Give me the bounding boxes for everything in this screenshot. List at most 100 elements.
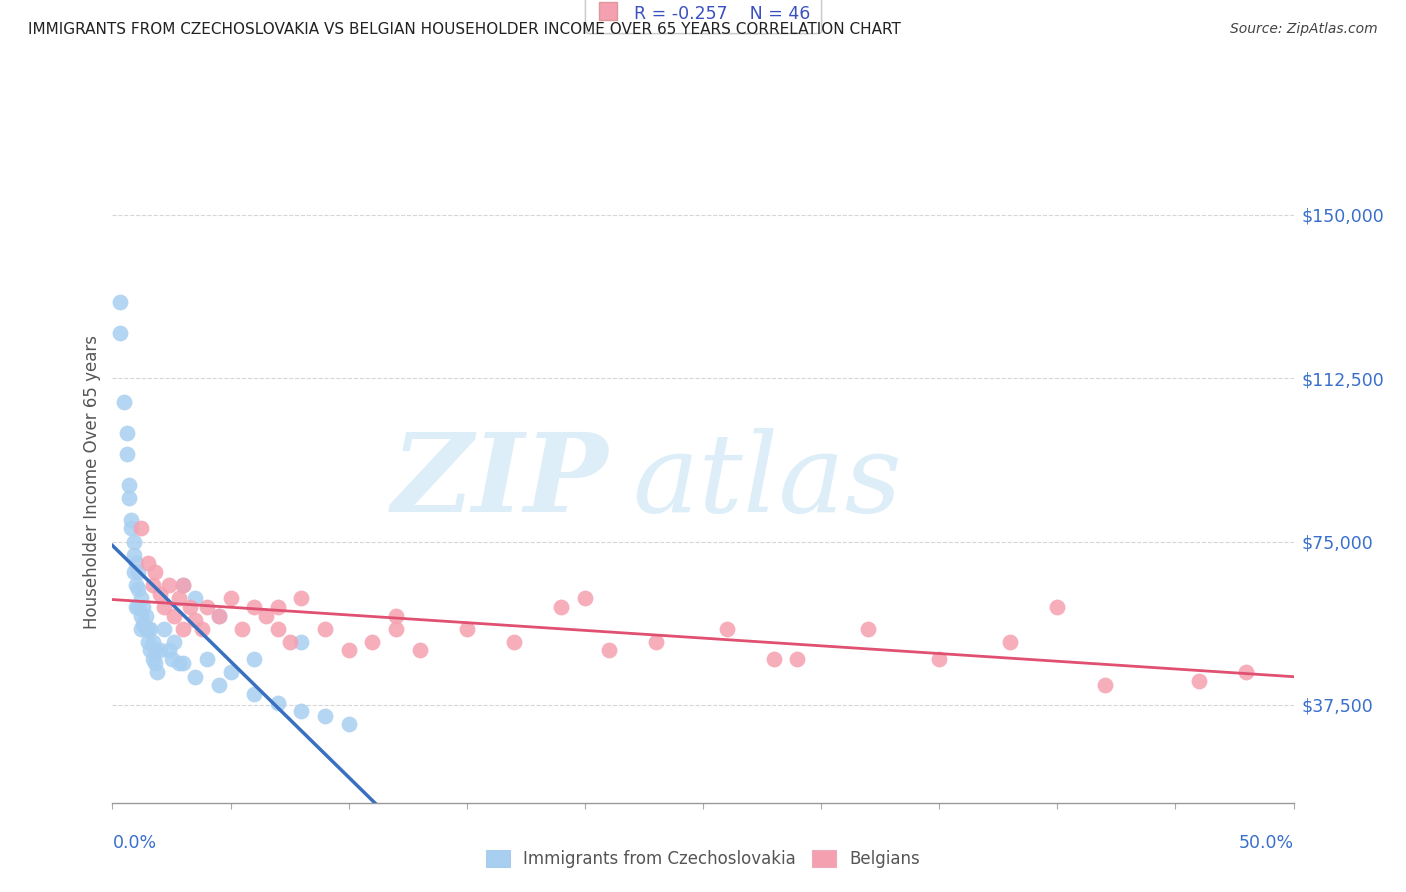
Point: [184, 591, 207, 606]
Point: [408, 643, 430, 657]
Point: [143, 643, 166, 657]
Point: [136, 634, 159, 648]
Point: [858, 622, 880, 636]
Point: [290, 591, 312, 606]
Point: [129, 608, 152, 623]
Point: [157, 643, 180, 657]
Point: [195, 599, 218, 614]
Point: [122, 565, 145, 579]
Point: [716, 622, 738, 636]
Point: [231, 622, 253, 636]
Point: [290, 634, 312, 648]
Point: [1094, 678, 1116, 692]
Point: [122, 534, 145, 549]
Point: [762, 652, 785, 666]
Point: [267, 599, 290, 614]
Point: [385, 622, 408, 636]
Point: [127, 599, 149, 614]
Point: [172, 657, 194, 671]
Point: [160, 652, 183, 666]
Point: [208, 608, 231, 623]
Point: [163, 608, 186, 623]
Point: [120, 513, 142, 527]
Point: [456, 622, 478, 636]
Text: ZIP: ZIP: [392, 428, 609, 535]
Point: [157, 578, 180, 592]
Point: [644, 634, 666, 648]
Point: [167, 657, 190, 671]
Point: [337, 643, 360, 657]
Point: [153, 599, 176, 614]
Point: [1234, 665, 1257, 680]
Point: [132, 599, 155, 614]
Point: [191, 622, 214, 636]
Point: [118, 478, 141, 492]
Point: [1046, 599, 1069, 614]
Point: [115, 447, 138, 461]
Point: [129, 521, 152, 535]
Point: [125, 557, 148, 571]
Point: [139, 643, 162, 657]
Point: [574, 591, 596, 606]
Point: [208, 678, 231, 692]
Point: [184, 613, 207, 627]
Point: [136, 557, 159, 571]
Point: [172, 622, 194, 636]
Point: [115, 425, 138, 440]
Point: [163, 634, 186, 648]
Point: [278, 634, 301, 648]
Point: [179, 599, 201, 614]
Point: [928, 652, 950, 666]
Point: [153, 622, 176, 636]
Point: [108, 295, 131, 310]
Point: [243, 687, 266, 701]
Point: [361, 634, 384, 648]
Text: IMMIGRANTS FROM CZECHOSLOVAKIA VS BELGIAN HOUSEHOLDER INCOME OVER 65 YEARS CORRE: IMMIGRANTS FROM CZECHOSLOVAKIA VS BELGIA…: [28, 22, 901, 37]
Point: [243, 652, 266, 666]
Point: [122, 548, 145, 562]
Text: Source: ZipAtlas.com: Source: ZipAtlas.com: [1230, 22, 1378, 37]
Point: [998, 634, 1021, 648]
Point: [254, 608, 277, 623]
Point: [219, 665, 242, 680]
Legend: R = -0.244    N = 55, R = -0.257    N = 46: R = -0.244 N = 55, R = -0.257 N = 46: [585, 0, 821, 33]
Point: [149, 643, 172, 657]
Point: [129, 591, 152, 606]
Point: [127, 565, 149, 579]
Point: [208, 608, 231, 623]
Point: [120, 521, 142, 535]
Text: atlas: atlas: [633, 428, 901, 535]
Point: [139, 622, 162, 636]
Point: [172, 578, 194, 592]
Point: [385, 608, 408, 623]
Point: [142, 652, 165, 666]
Point: [135, 608, 157, 623]
Point: [337, 717, 360, 731]
Point: [290, 704, 312, 718]
Point: [1188, 673, 1211, 688]
Point: [129, 622, 152, 636]
Point: [267, 622, 290, 636]
Point: [108, 326, 131, 340]
Point: [503, 634, 526, 648]
Point: [195, 652, 218, 666]
Point: [184, 669, 207, 683]
Point: [149, 587, 172, 601]
Point: [550, 599, 572, 614]
Point: [598, 643, 620, 657]
Point: [118, 491, 141, 505]
Text: 0.0%: 0.0%: [112, 834, 156, 852]
Point: [142, 634, 165, 648]
Point: [267, 696, 290, 710]
Point: [167, 591, 190, 606]
Point: [172, 578, 194, 592]
Y-axis label: Householder Income Over 65 years: Householder Income Over 65 years: [83, 334, 101, 629]
Point: [786, 652, 808, 666]
Legend: Immigrants from Czechoslovakia, Belgians: Immigrants from Czechoslovakia, Belgians: [479, 843, 927, 875]
Point: [219, 591, 242, 606]
Point: [314, 708, 336, 723]
Point: [142, 578, 165, 592]
Point: [146, 665, 169, 680]
Point: [112, 395, 135, 409]
Point: [125, 599, 148, 614]
